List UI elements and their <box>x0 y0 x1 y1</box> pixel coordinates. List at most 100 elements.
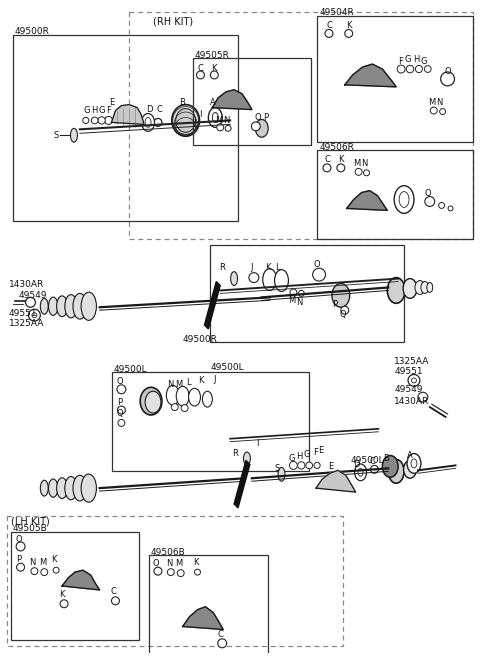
Text: 49551: 49551 <box>394 367 423 376</box>
Text: Q: Q <box>339 309 346 319</box>
Text: G: G <box>84 106 90 115</box>
Circle shape <box>154 567 162 575</box>
Text: 49500R: 49500R <box>183 335 218 344</box>
Circle shape <box>117 385 126 394</box>
Text: N: N <box>29 558 36 567</box>
Text: K: K <box>193 558 198 567</box>
Circle shape <box>98 117 105 124</box>
Text: D: D <box>146 105 152 114</box>
Text: N: N <box>436 98 443 107</box>
Text: A: A <box>210 98 216 107</box>
Circle shape <box>91 117 98 124</box>
Ellipse shape <box>167 386 179 405</box>
Circle shape <box>41 569 48 576</box>
Text: H: H <box>413 55 419 64</box>
Circle shape <box>118 419 125 426</box>
Text: E: E <box>109 98 114 107</box>
Ellipse shape <box>208 108 222 127</box>
Text: K: K <box>51 555 57 564</box>
Ellipse shape <box>65 476 77 500</box>
Ellipse shape <box>399 192 409 208</box>
Text: R: R <box>232 449 238 458</box>
Text: O: O <box>153 558 159 568</box>
Text: K: K <box>265 263 270 272</box>
Text: O: O <box>314 260 321 269</box>
Text: F: F <box>106 106 111 115</box>
Ellipse shape <box>176 386 189 406</box>
Circle shape <box>194 569 201 575</box>
Circle shape <box>371 465 378 473</box>
Ellipse shape <box>255 120 268 137</box>
Ellipse shape <box>145 118 151 127</box>
Ellipse shape <box>263 269 276 290</box>
Text: E: E <box>318 446 324 455</box>
Circle shape <box>425 196 435 206</box>
Ellipse shape <box>145 392 161 413</box>
Circle shape <box>60 600 68 608</box>
Ellipse shape <box>388 459 404 483</box>
Text: 49500L: 49500L <box>351 456 384 465</box>
Text: C: C <box>370 457 375 466</box>
Ellipse shape <box>383 455 398 477</box>
Text: N: N <box>361 160 368 168</box>
Circle shape <box>306 462 312 468</box>
Ellipse shape <box>415 281 425 294</box>
Text: G: G <box>288 454 295 463</box>
Polygon shape <box>345 64 396 87</box>
Polygon shape <box>204 282 220 329</box>
Text: 1325AA: 1325AA <box>394 357 430 366</box>
Text: N: N <box>166 558 172 568</box>
Circle shape <box>341 306 349 314</box>
Polygon shape <box>183 607 223 629</box>
Bar <box>317 150 473 239</box>
Text: N: N <box>296 298 302 307</box>
Text: 1430AR: 1430AR <box>9 280 44 289</box>
Ellipse shape <box>355 464 367 481</box>
Text: C: C <box>217 630 223 639</box>
Text: K: K <box>338 156 344 164</box>
Text: P: P <box>263 113 268 122</box>
Text: G: G <box>405 55 411 64</box>
Text: K: K <box>198 376 203 385</box>
Polygon shape <box>212 90 252 110</box>
Circle shape <box>440 108 445 114</box>
Text: O: O <box>444 66 451 76</box>
Text: C: C <box>326 21 332 30</box>
Ellipse shape <box>40 480 48 496</box>
Text: M: M <box>175 380 182 389</box>
Circle shape <box>408 374 420 386</box>
Ellipse shape <box>407 453 421 473</box>
Ellipse shape <box>332 284 350 307</box>
Circle shape <box>289 461 297 469</box>
Circle shape <box>168 569 174 576</box>
Circle shape <box>298 462 305 469</box>
Text: 49551: 49551 <box>9 309 37 318</box>
Ellipse shape <box>48 479 58 497</box>
Ellipse shape <box>57 478 68 499</box>
Circle shape <box>32 313 37 317</box>
Circle shape <box>345 30 353 37</box>
Ellipse shape <box>65 294 77 318</box>
Circle shape <box>177 570 184 577</box>
Text: N: N <box>223 116 229 125</box>
Text: N: N <box>168 380 174 389</box>
Circle shape <box>298 290 304 296</box>
Text: M: M <box>353 160 360 168</box>
Circle shape <box>441 72 455 86</box>
Text: O: O <box>15 535 22 544</box>
Text: 49549: 49549 <box>19 291 47 300</box>
Ellipse shape <box>230 271 238 286</box>
Polygon shape <box>62 570 100 590</box>
Circle shape <box>28 309 40 321</box>
Text: F: F <box>312 448 318 457</box>
Circle shape <box>210 71 218 79</box>
Ellipse shape <box>275 269 288 292</box>
Text: R: R <box>219 263 225 272</box>
Ellipse shape <box>81 292 96 321</box>
Ellipse shape <box>172 104 200 136</box>
Text: 49505B: 49505B <box>12 524 48 533</box>
Ellipse shape <box>142 114 155 131</box>
Text: L: L <box>275 263 280 272</box>
Circle shape <box>249 273 259 283</box>
Ellipse shape <box>176 108 195 132</box>
